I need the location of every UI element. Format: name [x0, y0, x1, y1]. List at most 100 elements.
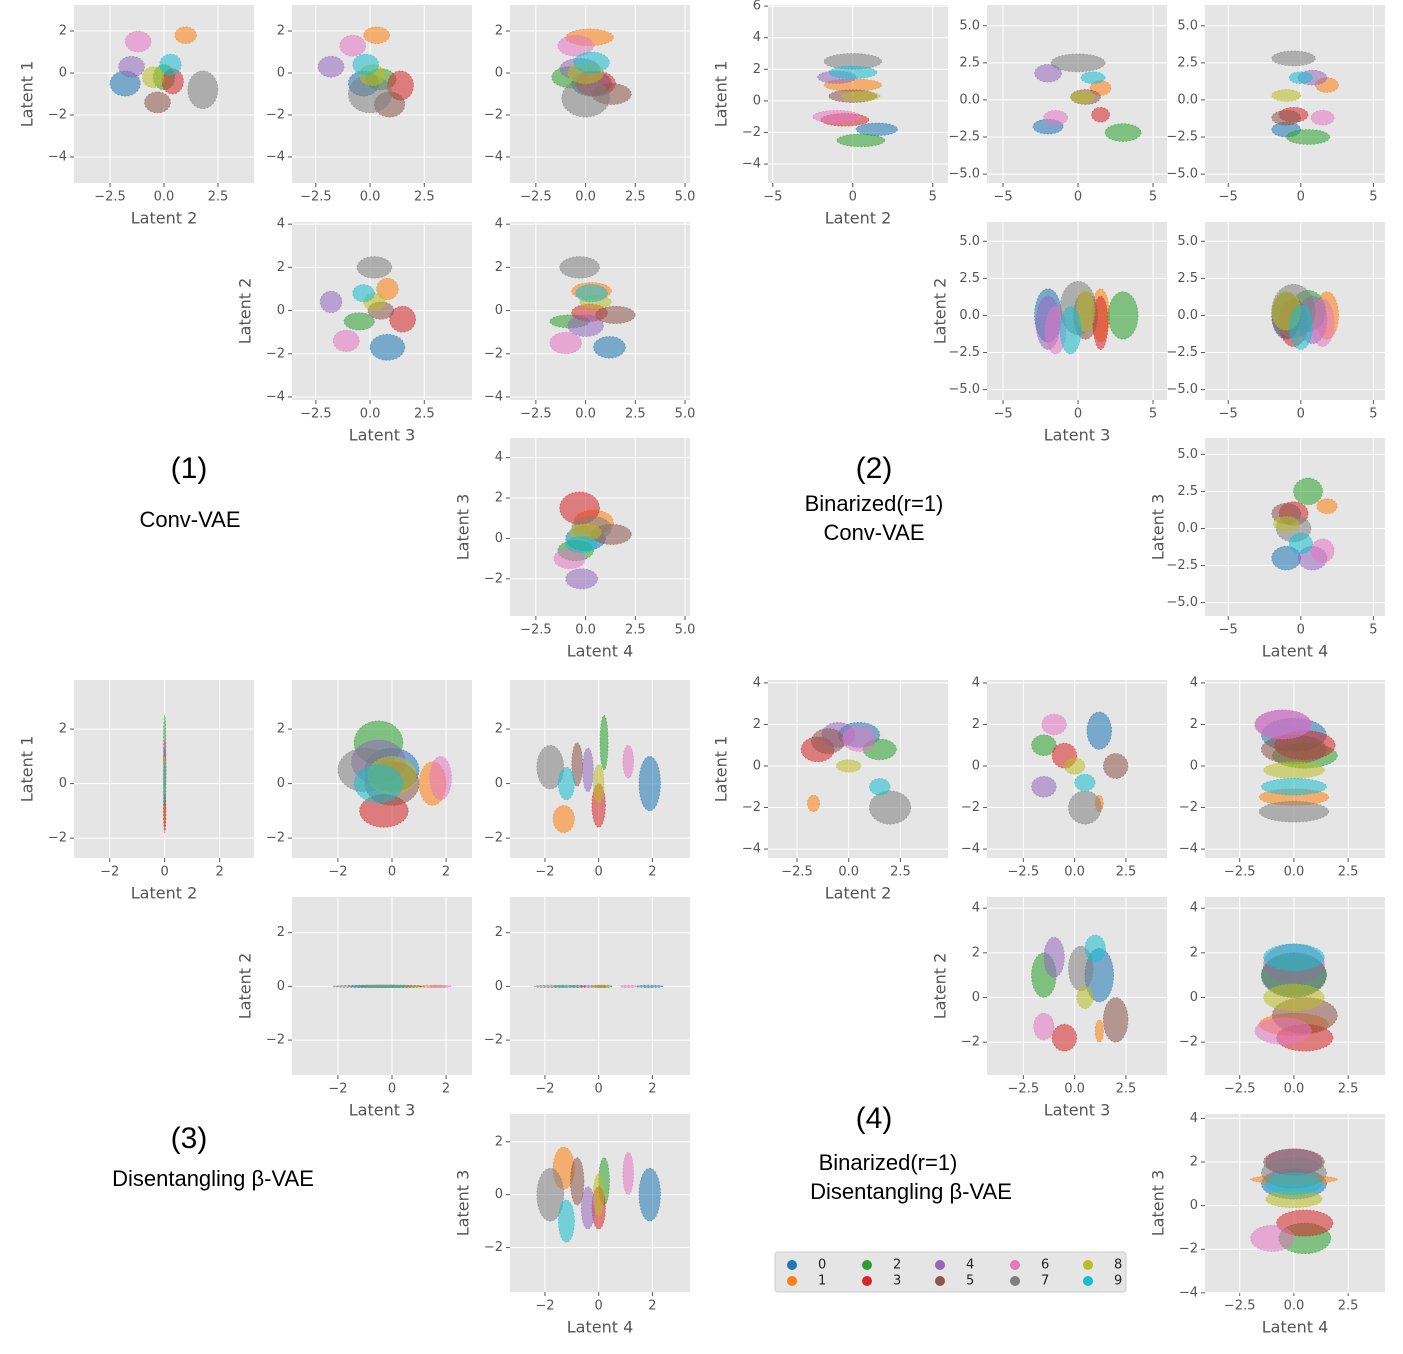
y-tick-label: 2 — [1190, 717, 1198, 732]
y-tick-label: −2 — [1179, 800, 1198, 815]
cluster — [363, 26, 390, 45]
cluster — [536, 745, 565, 790]
y-tick-label: 2.5 — [959, 55, 980, 70]
x-tick-label: −2.5 — [1224, 865, 1256, 880]
y-tick-label: −4 — [1179, 1285, 1198, 1300]
y-tick-label: 6 — [753, 0, 761, 14]
x-tick-label: 0.0 — [1284, 1299, 1305, 1314]
y-tick-label: 2.5 — [1177, 271, 1198, 286]
y-tick-label: 0.0 — [1177, 92, 1198, 107]
y-tick-label: 2 — [59, 722, 67, 737]
x-tick-label: 0.0 — [1284, 1082, 1305, 1097]
y-axis-label: Latent 1 — [712, 61, 731, 128]
cluster — [1288, 71, 1313, 85]
cluster — [1310, 538, 1335, 564]
x-tick-label: 2 — [648, 865, 656, 880]
y-axis-label: Latent 1 — [18, 61, 37, 128]
clusters — [1271, 283, 1339, 350]
cluster — [187, 70, 219, 110]
x-tick-label: 2 — [648, 1299, 656, 1314]
cluster — [1094, 1019, 1104, 1043]
cluster — [1091, 106, 1110, 123]
legend-marker — [1083, 1260, 1093, 1270]
cluster — [1250, 1224, 1295, 1252]
x-tick-label: 0.0 — [575, 623, 596, 638]
y-tick-label: 2 — [972, 717, 980, 732]
y-tick-label: 2 — [59, 24, 67, 39]
x-tick-label: 2.5 — [414, 190, 435, 205]
cluster — [1041, 713, 1067, 736]
y-tick-label: −2.5 — [948, 345, 980, 360]
y-tick-label: 4 — [277, 217, 285, 232]
y-axis-label: Latent 2 — [931, 953, 950, 1020]
clusters — [549, 256, 636, 359]
cluster — [592, 764, 605, 804]
x-tick-label: −2 — [328, 1082, 347, 1097]
y-tick-label: 4 — [972, 901, 980, 916]
x-tick-label: 5.0 — [675, 407, 696, 422]
x-tick-label: 0.0 — [838, 865, 859, 880]
cluster — [571, 742, 583, 787]
legend-marker — [1010, 1276, 1020, 1286]
x-tick-label: −2 — [328, 865, 347, 880]
y-tick-label: 2 — [495, 260, 503, 275]
cluster — [1086, 711, 1112, 750]
x-axis-label: Latent 2 — [825, 884, 892, 903]
cluster — [1070, 90, 1095, 104]
cluster — [811, 728, 845, 754]
clusters — [1271, 477, 1338, 571]
y-tick-label: 4 — [495, 217, 503, 232]
x-tick-label: −2 — [100, 865, 119, 880]
x-axis-label: Latent 2 — [131, 209, 198, 228]
cluster — [1260, 778, 1327, 796]
clusters — [812, 53, 898, 148]
y-tick-label: 0.0 — [959, 308, 980, 323]
cluster — [575, 284, 608, 303]
group-title: Conv-VAE — [823, 520, 924, 545]
y-tick-label: 0 — [495, 1187, 503, 1202]
clusters — [337, 720, 452, 828]
group-label: (2) — [856, 452, 893, 485]
clusters — [551, 28, 632, 118]
cluster — [352, 284, 375, 303]
cluster — [622, 1151, 634, 1196]
cluster — [352, 53, 380, 76]
x-tick-label: 0.0 — [360, 407, 381, 422]
x-tick-label: −5 — [1219, 623, 1238, 638]
group-title: Binarized(r=1) — [819, 1150, 958, 1175]
y-tick-label: 4 — [495, 450, 503, 465]
y-tick-label: 0 — [753, 758, 761, 773]
y-tick-label: −4 — [742, 157, 761, 172]
y-tick-label: −2 — [484, 107, 503, 122]
y-axis-label: Latent 2 — [236, 278, 255, 345]
y-tick-label: 0 — [277, 303, 285, 318]
x-tick-label: 2.5 — [625, 407, 646, 422]
cluster — [109, 70, 141, 97]
x-tick-label: −2.5 — [520, 190, 552, 205]
legend-marker — [862, 1276, 872, 1286]
y-tick-label: 2 — [753, 717, 761, 732]
x-tick-label: 2 — [442, 1082, 450, 1097]
cluster — [1288, 304, 1313, 350]
cluster — [1271, 109, 1302, 126]
x-tick-label: 0.0 — [1064, 1082, 1085, 1097]
x-tick-label: 0 — [1074, 190, 1082, 205]
legend-label: 2 — [893, 1258, 901, 1273]
legend-marker — [1083, 1276, 1093, 1286]
x-tick-label: 2.5 — [208, 190, 229, 205]
cluster — [159, 53, 182, 76]
y-tick-label: −5.0 — [1166, 167, 1198, 182]
y-axis-label: Latent 1 — [712, 736, 731, 803]
cluster — [836, 133, 886, 148]
clusters — [163, 715, 167, 834]
cluster — [806, 794, 821, 813]
legend-marker — [935, 1276, 945, 1286]
x-tick-label: 0 — [1297, 407, 1305, 422]
y-tick-label: 2.5 — [1177, 55, 1198, 70]
x-tick-label: 2 — [648, 1082, 656, 1097]
y-tick-label: 2 — [495, 24, 503, 39]
x-tick-label: 0 — [1297, 190, 1305, 205]
group-title: Disentangling β-VAE — [112, 1166, 314, 1191]
y-tick-label: −2 — [266, 831, 285, 846]
